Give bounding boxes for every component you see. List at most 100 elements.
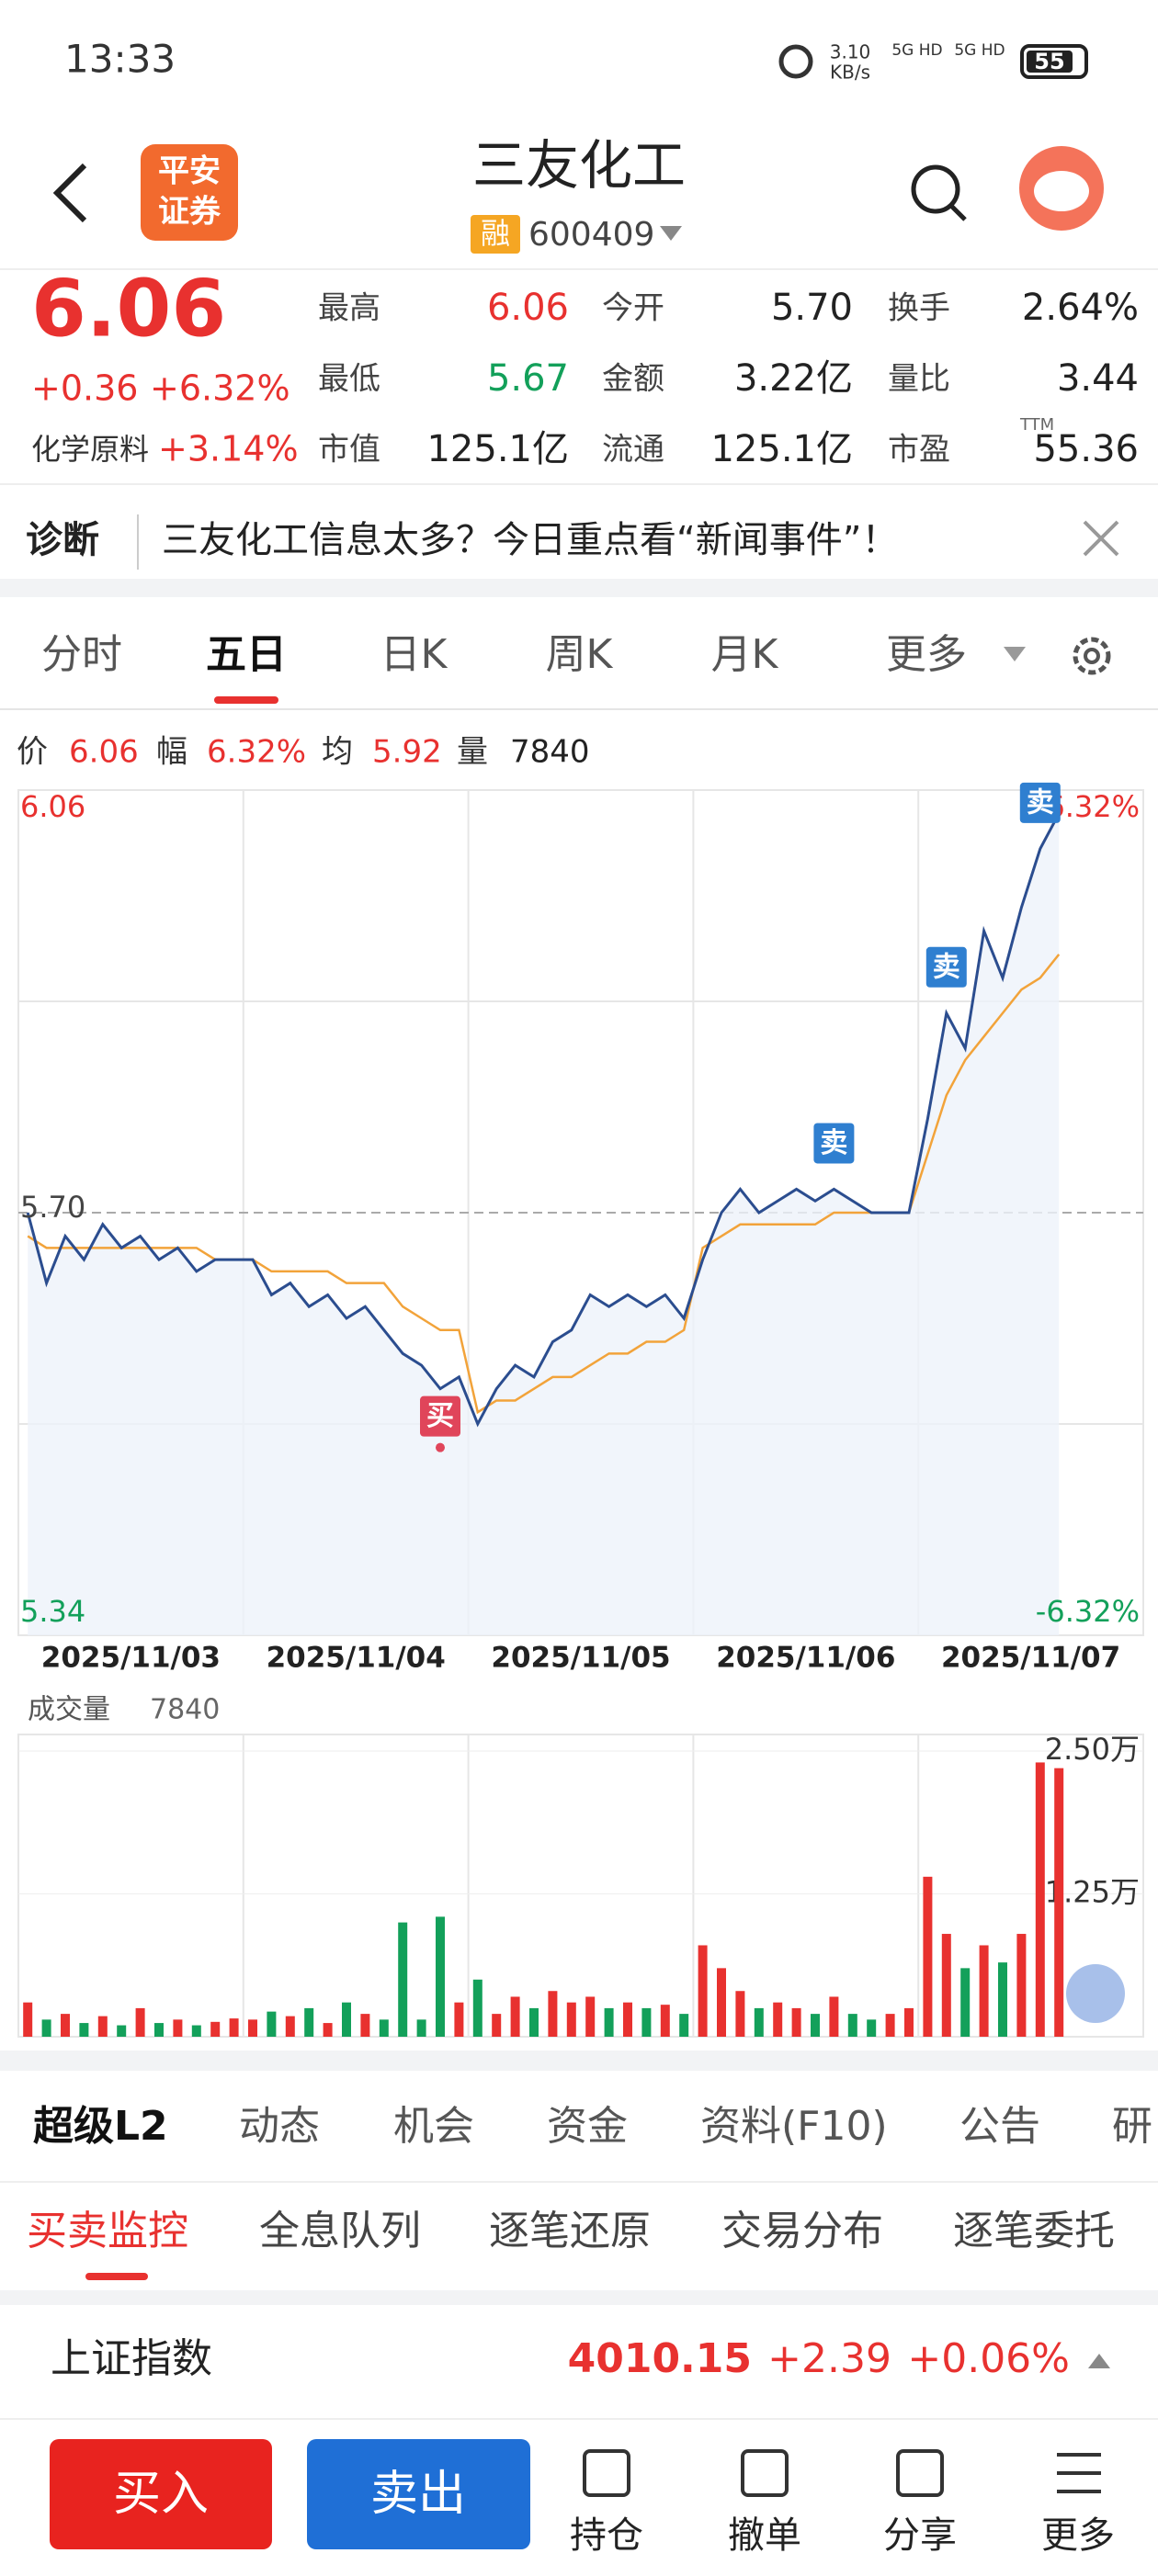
readout-label: 量 — [457, 734, 488, 771]
settings-button[interactable] — [1073, 637, 1111, 675]
more-dropdown — [1004, 647, 1026, 661]
tab[interactable]: 周K — [546, 631, 614, 678]
section-tab[interactable]: 机会 — [393, 2103, 474, 2150]
section-tab[interactable]: 超级L2 — [33, 2103, 168, 2150]
cancel-icon — [741, 2449, 789, 2497]
buy-button[interactable] — [50, 2439, 272, 2549]
logo[interactable] — [141, 144, 238, 241]
volume-bar — [529, 2007, 539, 2037]
action-item[interactable]: 更多 — [1041, 2514, 1115, 2557]
logo-text: 平安 — [158, 153, 221, 190]
volume-bar — [585, 1996, 596, 2037]
stat-value: 3.22亿 — [734, 357, 853, 400]
volume-bar — [979, 1945, 989, 2037]
volume-bar — [698, 1945, 708, 2037]
readout-value: 7840 — [510, 734, 590, 771]
tab-underline — [214, 696, 278, 704]
stat-label: 换手 — [888, 290, 950, 327]
volume-bar — [660, 2005, 670, 2037]
volume-bar — [604, 2007, 614, 2037]
tab[interactable]: 五日 — [206, 631, 287, 678]
sub-tab[interactable]: 全息队列 — [259, 2208, 421, 2254]
volume-bar — [510, 1996, 520, 2037]
trade-marker — [420, 1395, 460, 1437]
index-change: +2.39 — [767, 2335, 891, 2382]
tab[interactable]: 日K — [380, 631, 448, 678]
stat-label: 市盈 — [888, 432, 950, 469]
search-button[interactable] — [911, 164, 960, 214]
y-tick-label: 6.06 — [20, 789, 85, 824]
close-notice[interactable] — [1083, 520, 1119, 557]
trade-marker — [925, 946, 967, 988]
sub-tab[interactable]: 逐笔委托 — [953, 2208, 1115, 2254]
charts: 价 6.06 幅 6.32% 均 5.92 量 7840 2025/11/03 2025/11/0… — [17, 734, 1144, 2038]
signal: 5G HD — [954, 41, 1005, 60]
trade-marker-label: 买 — [426, 1400, 454, 1432]
tab[interactable]: 更多 — [886, 631, 967, 678]
x-tick-label: 2025/11/07 — [941, 1642, 1120, 1675]
volume-bar — [717, 1968, 726, 2037]
section-tab[interactable]: 公告 — [959, 2103, 1040, 2150]
search-handle — [949, 204, 967, 221]
stat-label: 流通 — [602, 432, 664, 469]
section-tab[interactable]: 研 — [1112, 2103, 1152, 2150]
volume-bar — [117, 2025, 127, 2037]
right-tick-label: -6.32% — [1036, 1594, 1140, 1629]
tab[interactable]: 分时 — [41, 631, 122, 678]
stat-value: 5.67 — [487, 357, 569, 400]
volume-bar — [285, 2016, 295, 2037]
action-item[interactable]: 分享 — [883, 2514, 957, 2557]
volume-bar — [210, 2021, 221, 2037]
index-expand[interactable] — [1088, 2354, 1110, 2368]
sub-tab[interactable]: 买卖监控 — [27, 2208, 188, 2254]
volume-bar — [267, 2011, 277, 2037]
spacer — [0, 579, 1158, 597]
notice-text[interactable]: 三友化工信息太多？今日重点看“新闻事件”！ — [162, 519, 898, 561]
action-item[interactable]: 持仓 — [570, 2514, 643, 2557]
volume-bar — [191, 2025, 201, 2037]
share-icon — [896, 2449, 944, 2497]
tab[interactable]: 月K — [711, 631, 779, 678]
volume-bar — [248, 2019, 257, 2037]
sub-tab[interactable]: 交易分布 — [721, 2208, 883, 2254]
settings-center — [1084, 648, 1100, 664]
back-button[interactable] — [52, 163, 87, 223]
volume-bar — [416, 2019, 426, 2037]
volume-bar — [960, 1968, 971, 2037]
volume-bar — [548, 1991, 558, 2037]
volume-bar — [154, 2023, 164, 2037]
badge — [471, 215, 520, 254]
volume-bar — [173, 2019, 183, 2037]
volume-bar — [492, 2014, 502, 2037]
volume-bar — [436, 1916, 445, 2037]
time: 13:33 — [64, 37, 176, 82]
volume-bar — [61, 2014, 70, 2037]
stat-value: 3.44 — [1057, 357, 1139, 400]
volume-bar — [623, 2002, 632, 2037]
code-dropdown[interactable] — [660, 226, 682, 241]
volume-bar — [735, 1991, 745, 2037]
expand-button[interactable] — [1066, 1964, 1125, 2023]
action-item[interactable]: 撤单 — [728, 2514, 801, 2557]
y-tick-label: 5.34 — [20, 1594, 85, 1629]
trade-dot — [436, 1442, 445, 1452]
right-tick-label: 6.32% — [1046, 789, 1140, 824]
volume-title: 成交量 — [28, 1694, 110, 1726]
battery-level — [1027, 51, 1073, 73]
sub-tab[interactable]: 逐笔还原 — [489, 2208, 651, 2254]
stat-label: 最低 — [318, 361, 380, 398]
stat-value: 5.70 — [771, 287, 853, 329]
trade-marker — [813, 1123, 855, 1164]
sell-button[interactable] — [307, 2439, 530, 2549]
section-tab[interactable]: 资金 — [547, 2103, 628, 2150]
section-tab[interactable]: 资料(F10) — [700, 2103, 888, 2150]
notice-tag: 诊断 — [26, 519, 99, 561]
volume-bar — [641, 2007, 652, 2037]
stat-value: 55.36 — [1033, 428, 1139, 470]
volume-bar — [904, 2007, 914, 2037]
period-tabs: 分时 五日 日K 周K 月K 更多 — [41, 631, 967, 704]
trade-marker — [1019, 782, 1061, 823]
stat-value: 125.1亿 — [426, 428, 569, 470]
section-tab[interactable]: 动态 — [239, 2103, 320, 2150]
